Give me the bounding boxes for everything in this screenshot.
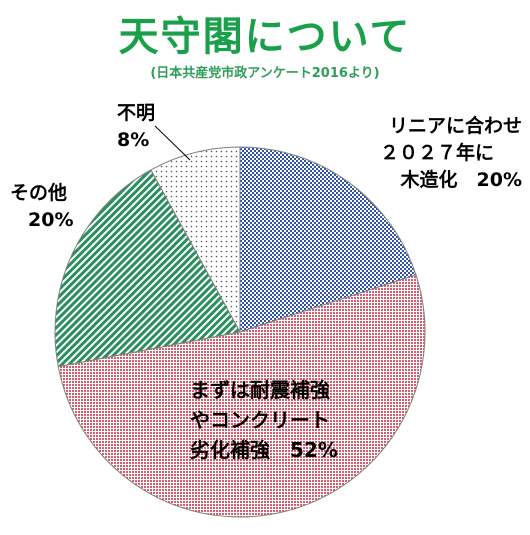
chart-title: 天守閣について — [118, 14, 412, 60]
slice-label-line: 20% — [28, 209, 74, 231]
slice-label-line: やコンクリート — [190, 408, 330, 432]
slice-label-line: 劣化補強 52% — [190, 438, 338, 462]
slice-label-line: ２０２７年に — [379, 142, 494, 164]
pie-slice-unknown — [150, 146, 241, 333]
pie-slices — [54, 146, 426, 518]
slice-label-line: リニアに合わせ — [388, 115, 522, 137]
slice-label-unknown: 不明 8% — [117, 100, 155, 154]
slice-label-line: 木造化 20% — [400, 169, 522, 191]
slice-label-line: 不明 — [117, 102, 156, 124]
slice-label-other: その他 20% — [10, 180, 73, 234]
pie-slice-quake — [57, 274, 426, 518]
chart-subtitle: (日本共産党市政アンケート2016より) — [150, 66, 380, 81]
slice-label-line: 8% — [117, 129, 150, 151]
slice-label-line: その他 — [10, 182, 68, 204]
slice-label-linear: リニアに合わせ ２０２７年に 木造化 20% — [352, 113, 522, 194]
slice-label-line: まずは耐震補強 — [190, 378, 330, 402]
pie-slice-other — [54, 169, 241, 368]
pie-slice-linear — [239, 146, 417, 333]
leader-line-unknown — [154, 125, 191, 161]
slice-label-quake: まずは耐震補強 やコンクリート 劣化補強 52% — [190, 375, 338, 465]
